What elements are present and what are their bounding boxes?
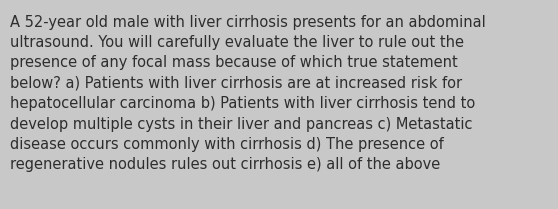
Text: A 52-year old male with liver cirrhosis presents for an abdominal
ultrasound. Yo: A 52-year old male with liver cirrhosis …	[10, 15, 486, 172]
